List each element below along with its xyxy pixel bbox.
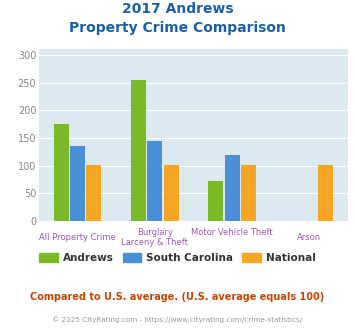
- Bar: [147, 141, 162, 221]
- Bar: [54, 124, 69, 221]
- Bar: [164, 165, 179, 221]
- Bar: [225, 155, 240, 221]
- Text: Motor Vehicle Theft: Motor Vehicle Theft: [191, 228, 273, 237]
- Text: Property Crime Comparison: Property Crime Comparison: [69, 21, 286, 35]
- Text: Arson: Arson: [297, 233, 321, 242]
- Bar: [70, 147, 85, 221]
- Bar: [131, 80, 146, 221]
- Text: © 2025 CityRating.com - https://www.cityrating.com/crime-statistics/: © 2025 CityRating.com - https://www.city…: [53, 317, 302, 323]
- Legend: Andrews, South Carolina, National: Andrews, South Carolina, National: [35, 248, 320, 267]
- Bar: [86, 165, 102, 221]
- Bar: [318, 165, 333, 221]
- Text: Compared to U.S. average. (U.S. average equals 100): Compared to U.S. average. (U.S. average …: [31, 292, 324, 302]
- Text: Larceny & Theft: Larceny & Theft: [121, 238, 188, 247]
- Text: Burglary: Burglary: [137, 228, 173, 237]
- Bar: [241, 165, 256, 221]
- Text: 2017 Andrews: 2017 Andrews: [122, 2, 233, 16]
- Text: All Property Crime: All Property Crime: [39, 233, 116, 242]
- Bar: [208, 181, 223, 221]
